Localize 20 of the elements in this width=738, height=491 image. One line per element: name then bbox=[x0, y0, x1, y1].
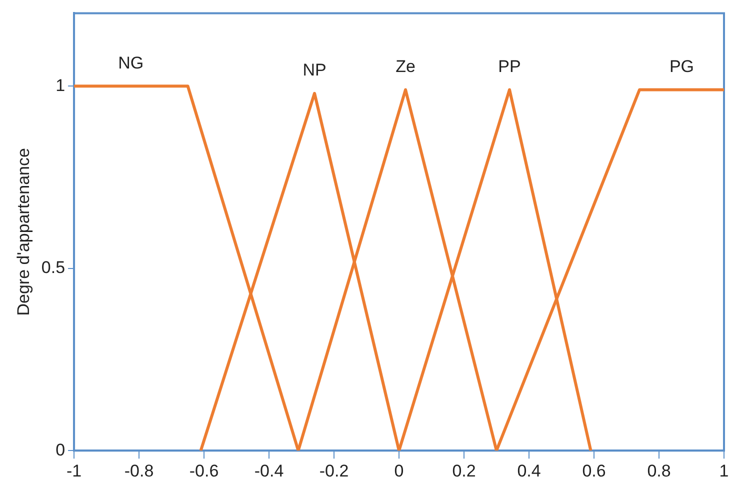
y-axis-title: Degre d'appartenance bbox=[14, 148, 33, 316]
series-label: NG bbox=[118, 53, 144, 72]
x-tick-label: 0.4 bbox=[517, 461, 541, 480]
x-tick-label: -0.2 bbox=[319, 461, 349, 480]
series-label: Ze bbox=[396, 56, 416, 76]
x-tick-label: 0.6 bbox=[582, 461, 606, 480]
series-label: NP bbox=[302, 60, 326, 80]
y-tick-label: 0.5 bbox=[41, 258, 66, 278]
y-tick-label: 1 bbox=[56, 76, 66, 95]
x-tick-label: -1 bbox=[66, 461, 82, 480]
x-tick-label: 1 bbox=[719, 461, 729, 480]
x-tick-label: 0.8 bbox=[647, 461, 671, 480]
x-tick-label: -0.8 bbox=[124, 461, 154, 480]
series-label: PG bbox=[669, 56, 694, 76]
x-tick-label: -0.6 bbox=[189, 461, 219, 480]
series-label: PP bbox=[498, 56, 521, 76]
x-tick-label: 0.2 bbox=[452, 461, 476, 480]
x-tick-label: 0 bbox=[394, 461, 404, 480]
x-tick-label: -0.4 bbox=[254, 461, 284, 480]
y-tick-label: 0 bbox=[56, 440, 66, 460]
